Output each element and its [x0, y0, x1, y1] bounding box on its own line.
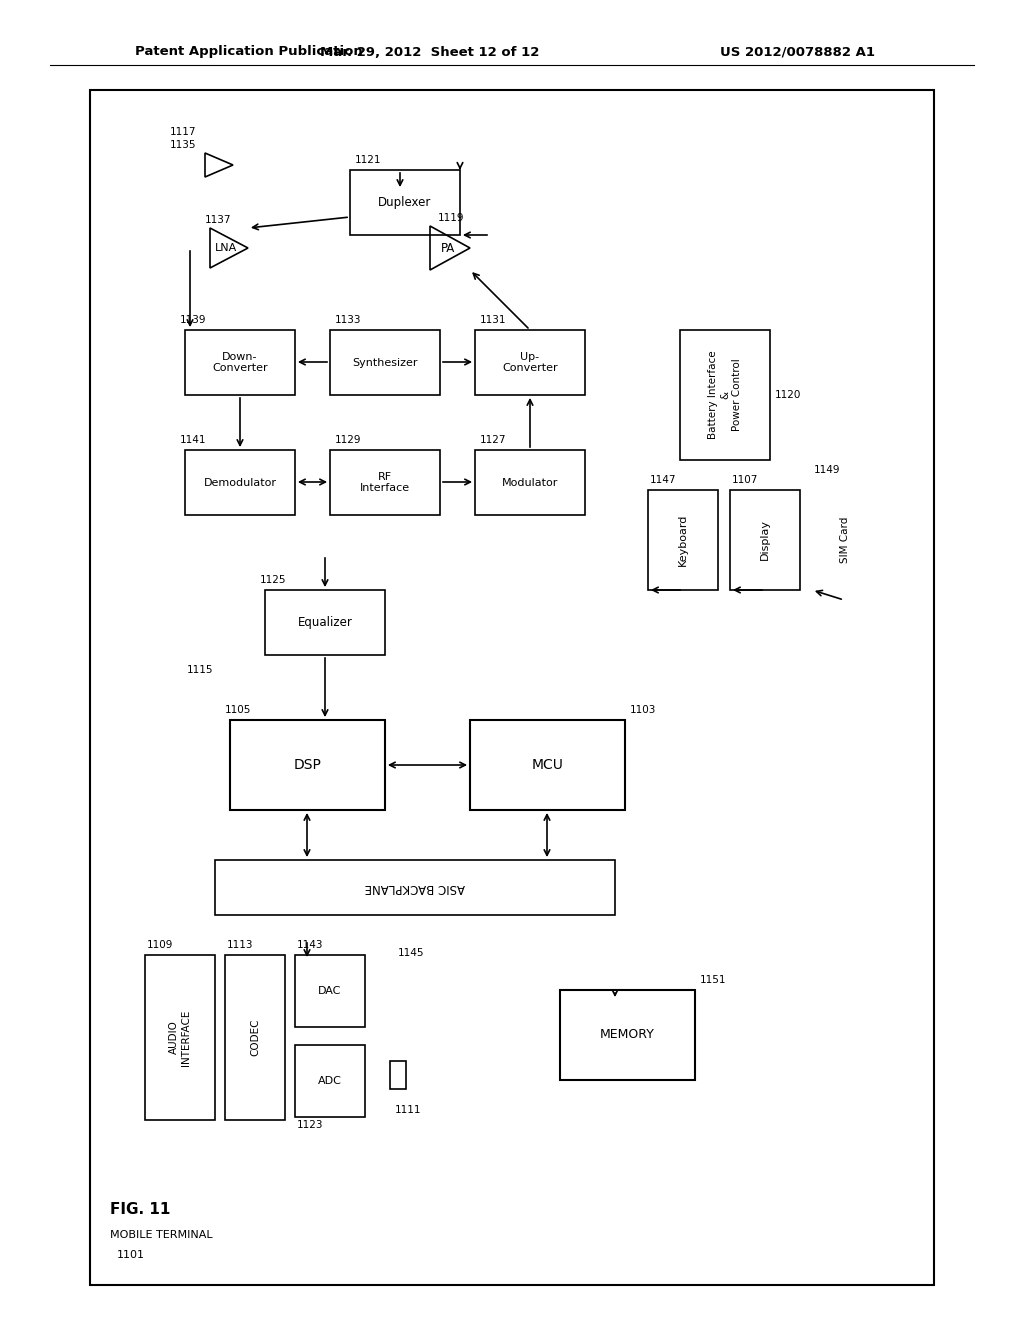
Bar [165, 129, 635, 690]
Bar [215, 861, 615, 915]
Text: Keyboard: Keyboard [678, 513, 688, 566]
Text: DSP: DSP [294, 758, 322, 772]
Bar [330, 450, 440, 515]
Bar [648, 490, 718, 590]
Text: 1120: 1120 [775, 389, 802, 400]
Text: 1129: 1129 [335, 436, 361, 445]
Text: FIG. 11: FIG. 11 [110, 1203, 170, 1217]
Text: 1105: 1105 [225, 705, 251, 715]
Text: ADC: ADC [318, 1076, 342, 1086]
Bar [350, 170, 460, 235]
Bar [330, 330, 440, 395]
Bar [225, 954, 285, 1119]
Bar [470, 719, 625, 810]
Text: Display: Display [760, 520, 770, 561]
Text: Patent Application Publication: Patent Application Publication [135, 45, 362, 58]
Text: 1137: 1137 [205, 215, 231, 224]
Text: 1119: 1119 [438, 213, 465, 223]
Text: SIM Card: SIM Card [840, 517, 850, 564]
Text: 1133: 1133 [335, 315, 361, 325]
Bar [475, 450, 585, 515]
Bar [90, 90, 934, 1284]
Bar [185, 440, 615, 680]
Bar [145, 954, 215, 1119]
Text: 1109: 1109 [147, 940, 173, 950]
Bar [295, 954, 365, 1027]
Bar [475, 330, 585, 395]
Text: MEMORY: MEMORY [600, 1028, 655, 1041]
Text: 1125: 1125 [260, 576, 287, 585]
Text: 1131: 1131 [480, 315, 507, 325]
Text: CODEC: CODEC [250, 1019, 260, 1056]
Text: Down-
Converter: Down- Converter [212, 351, 268, 374]
Bar [230, 719, 385, 810]
Text: 1147: 1147 [650, 475, 677, 484]
Text: Battery Interface
&
Power Control: Battery Interface & Power Control [709, 351, 741, 440]
Text: US 2012/0078882 A1: US 2012/0078882 A1 [720, 45, 874, 58]
Text: LNA: LNA [215, 243, 238, 253]
Text: 1117: 1117 [170, 127, 197, 137]
Text: DAC: DAC [318, 986, 342, 997]
Text: Mar. 29, 2012  Sheet 12 of 12: Mar. 29, 2012 Sheet 12 of 12 [321, 45, 540, 58]
Text: 1127: 1127 [480, 436, 507, 445]
Bar [135, 940, 510, 1135]
Text: 1123: 1123 [297, 1119, 324, 1130]
Text: RF
Interface: RF Interface [360, 471, 410, 494]
Text: Up-
Converter: Up- Converter [502, 351, 558, 374]
Bar [265, 590, 385, 655]
Text: MCU: MCU [531, 758, 563, 772]
Text: 1121: 1121 [355, 154, 382, 165]
Text: 1143: 1143 [297, 940, 324, 950]
Text: ASIC BACKPLANE: ASIC BACKPLANE [365, 880, 465, 894]
Text: MOBILE TERMINAL: MOBILE TERMINAL [110, 1230, 213, 1239]
Text: Duplexer: Duplexer [378, 195, 432, 209]
Text: 1115: 1115 [187, 665, 213, 675]
Text: 1101: 1101 [117, 1250, 145, 1261]
Text: 1151: 1151 [700, 975, 726, 985]
Text: 1107: 1107 [732, 475, 759, 484]
Bar [560, 990, 695, 1080]
Bar [812, 480, 877, 601]
Text: 1141: 1141 [180, 436, 207, 445]
Bar [390, 1061, 406, 1089]
Text: 1149: 1149 [814, 465, 841, 475]
Text: AUDIO
INTERFACE: AUDIO INTERFACE [169, 1010, 190, 1065]
Bar [185, 450, 295, 515]
Text: 1113: 1113 [227, 940, 254, 950]
Bar [730, 490, 800, 590]
Text: 1111: 1111 [395, 1105, 422, 1115]
Text: Equalizer: Equalizer [298, 616, 352, 630]
Bar [680, 330, 770, 459]
Text: 1145: 1145 [398, 948, 425, 958]
Text: 1103: 1103 [630, 705, 656, 715]
Bar [185, 330, 295, 395]
Text: Synthesizer: Synthesizer [352, 358, 418, 367]
Text: 1135: 1135 [170, 140, 197, 150]
Text: Demodulator: Demodulator [204, 478, 276, 487]
Text: Modulator: Modulator [502, 478, 558, 487]
Bar [295, 1045, 365, 1117]
Text: PA: PA [441, 242, 455, 255]
Text: 1139: 1139 [180, 315, 207, 325]
